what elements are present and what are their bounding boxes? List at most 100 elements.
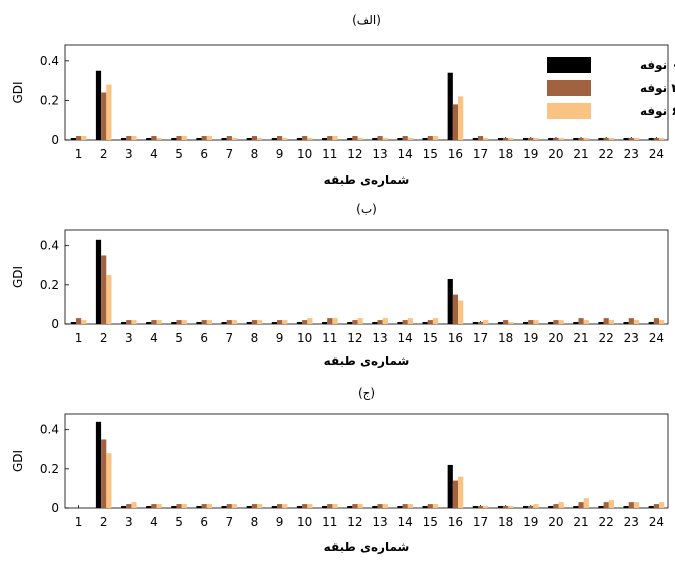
bar-1-10 [296,138,303,140]
bar-2-1 [75,318,82,325]
bar-2-11 [327,504,333,508]
bar-3-15 [432,136,439,140]
bar-1-9 [271,322,277,324]
y-tick-label: 0.2 [40,278,59,292]
bar-2-21 [578,138,584,140]
x-tick-label: 14 [398,331,413,345]
bar-3-3 [131,502,137,509]
bar-3-17 [483,320,489,324]
bar-1-7 [221,506,227,508]
bar-1-2 [95,421,102,508]
x-tick-label: 24 [649,147,664,161]
x-tick-label: 13 [372,331,387,345]
legend-label-1: ۰٪ نوفه [640,58,675,73]
bar-1-11 [322,322,328,324]
bar-2-3 [126,320,132,324]
bar-3-2 [106,84,112,140]
bar-3-8 [257,138,263,140]
bar-2-19 [528,320,534,324]
x-tick-label: 4 [150,147,158,161]
bar-2-21 [578,502,584,509]
x-tick-label: 22 [599,331,614,345]
bar-3-1 [81,320,87,324]
bar-1-22 [598,138,604,140]
bar-2-17 [477,136,484,140]
bar-2-4 [151,136,157,140]
bar-2-2 [101,92,107,140]
bar-3-16 [458,96,464,140]
bar-3-19 [533,320,539,324]
bar-1-16 [447,278,453,324]
bar-3-19 [533,504,539,508]
x-tick-label: 13 [372,147,387,161]
bar-3-11 [332,136,338,140]
bar-3-6 [206,320,212,324]
bar-2-17 [477,506,484,508]
bar-1-22 [598,322,604,324]
bar-1-6 [196,138,202,140]
bar-1-18 [497,322,504,324]
bar-3-10 [307,504,313,508]
bar-2-23 [628,318,634,325]
bar-1-14 [397,506,403,508]
x-tick-label: 19 [523,331,538,345]
bar-3-15 [432,504,439,508]
bar-1-21 [573,138,579,140]
bar-3-18 [508,322,514,324]
bar-1-12 [347,506,353,508]
bar-2-23 [628,502,634,509]
x-axis-label: شماره‌ی طبقه [324,540,410,554]
bar-2-7 [226,136,232,140]
bar-3-20 [558,138,564,140]
bar-1-20 [548,506,554,508]
x-tick-label: 8 [251,515,259,529]
bar-3-16 [458,476,464,508]
bar-1-2 [95,70,102,140]
x-tick-label: 12 [347,331,362,345]
x-tick-label: 9 [276,147,284,161]
bar-3-4 [156,320,162,324]
bar-3-5 [181,136,187,140]
bar-3-9 [282,504,288,508]
bar-2-14 [402,320,408,324]
bar-2-3 [126,504,132,508]
bar-1-24 [648,506,654,508]
bar-3-17 [483,138,489,140]
bar-1-24 [648,138,654,140]
y-axis-label: GDI [11,450,25,472]
bar-1-4 [146,506,152,508]
bar-2-4 [151,504,157,508]
bar-3-1 [81,136,87,140]
bar-3-13 [382,138,388,140]
bar-1-16 [447,464,453,508]
bar-2-13 [377,504,383,508]
legend-label-2: ۳٪ نوفه [640,81,675,96]
x-tick-label: 7 [225,515,233,529]
bar-2-16 [452,480,459,508]
x-tick-label: 21 [573,147,588,161]
bar-1-12 [347,138,353,140]
bar-2-5 [176,136,182,140]
x-tick-label: 3 [125,331,133,345]
bar-3-16 [458,300,464,324]
bar-2-22 [603,318,609,325]
bar-1-20 [548,138,554,140]
bar-2-8 [251,504,258,508]
bar-2-5 [176,320,182,324]
bar-1-5 [171,138,177,140]
bar-1-6 [196,322,202,324]
x-tick-label: 5 [175,331,183,345]
bar-2-14 [402,504,408,508]
bar-2-16 [452,104,459,141]
y-tick-label: 0.4 [40,54,59,68]
bar-2-21 [578,318,584,325]
x-tick-label: 2 [100,515,108,529]
bar-3-14 [407,318,413,325]
bar-3-14 [407,138,413,140]
bar-2-10 [302,504,308,508]
x-tick-label: 4 [150,515,158,529]
bar-3-14 [407,504,413,508]
bar-2-2 [101,439,107,508]
bar-1-14 [397,138,403,140]
